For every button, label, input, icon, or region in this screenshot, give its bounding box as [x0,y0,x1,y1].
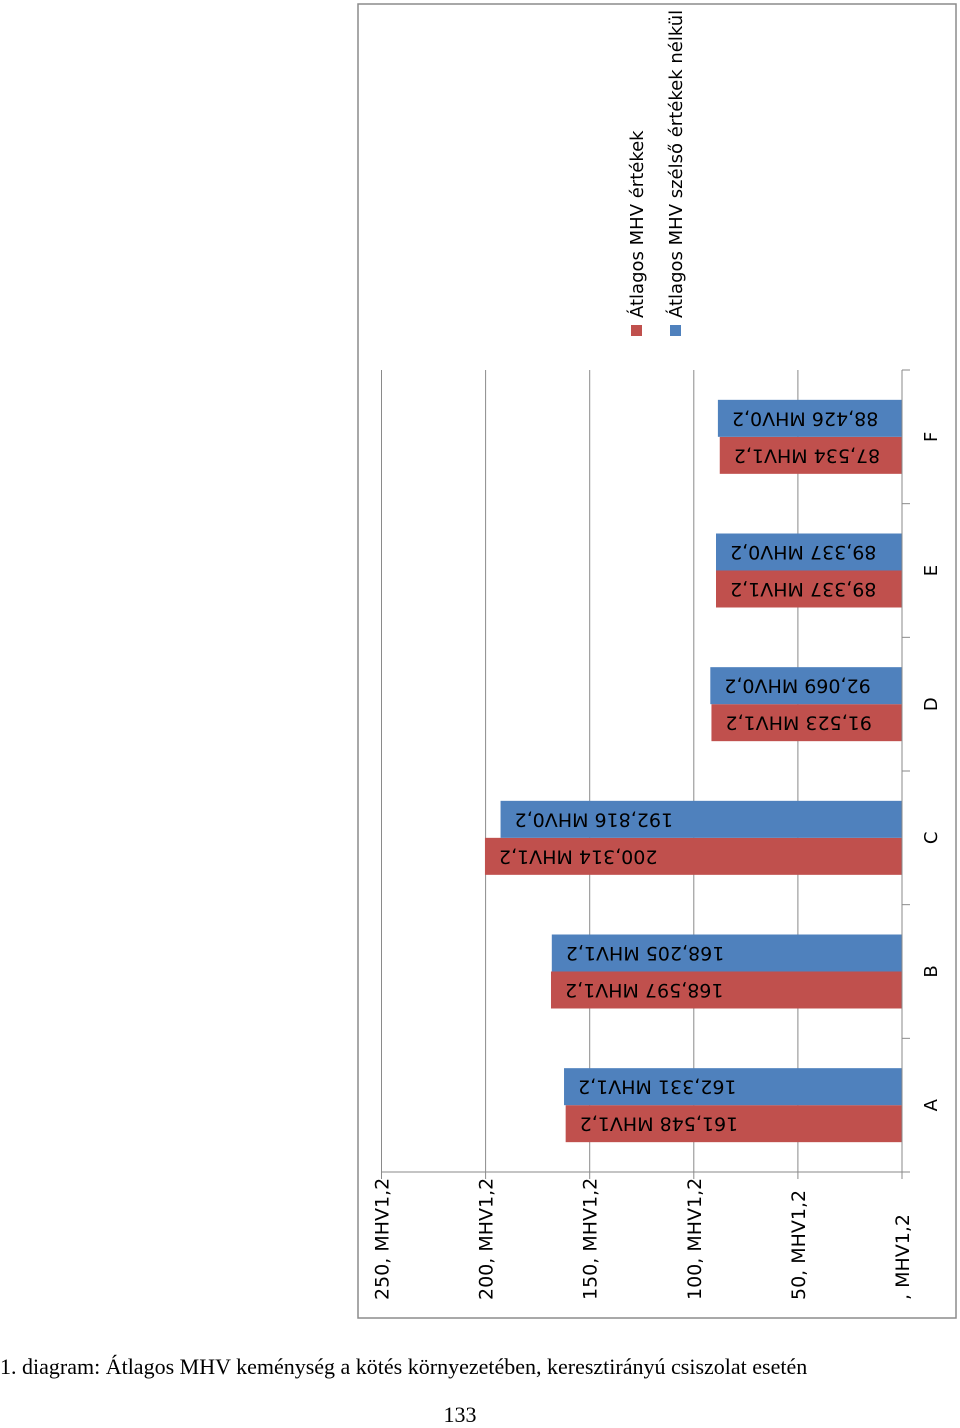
page-number: 133 [443,1402,477,1427]
bars [484,399,902,1143]
data-label: 88,426 MHV0,2 [732,407,878,429]
bar-c-series-2 [500,800,902,838]
axes: , MHV1,2 50, MHV1,2 100, MHV1,2 150, MHV1,2… [372,369,942,1300]
gridlines [381,370,799,1172]
data-label: 89,337 MHV1,2 [730,578,876,600]
bar-c-series-1 [484,837,902,875]
category-label: A [921,1098,942,1111]
category-label: B [921,965,942,977]
value-tick-label: 100, MHV1,2 [684,1178,706,1300]
bar-b-series-2 [551,934,902,972]
data-label: 200,314 MHV1,2 [499,845,658,867]
data-label: 91,523 MHV1,2 [725,712,871,734]
bar-d-series-2 [710,667,902,705]
data-label: 161,548 MHV1,2 [580,1113,739,1135]
value-tick-label: 50, MHV1,2 [788,1190,810,1300]
data-label: 87,534 MHV1,2 [734,444,880,466]
category-label: E [921,565,942,576]
bar-e-series-2 [716,533,902,571]
category-label: F [921,432,942,442]
legend-label: Átlagos MHV szélső értékek nélkül [665,10,687,318]
data-label: 92,069 MHV0,2 [724,675,870,697]
data-label: 162,331 MHV1,2 [578,1076,737,1098]
bar-b-series-1 [550,971,902,1009]
legend: Átlagos MHV értékek Átlagos MHV szélső ér… [626,10,687,336]
bar-d-series-1 [711,704,902,742]
bar-a-series-2 [564,1068,902,1106]
data-label: 89,337 MHV0,2 [730,541,876,563]
legend-swatch [631,325,642,336]
value-tick-label: 150, MHV1,2 [580,1178,602,1300]
data-label: 168,597 MHV1,2 [565,979,724,1001]
legend-swatch [670,325,681,336]
category-label: C [921,832,942,845]
category-label: D [921,697,942,711]
data-labels: 161,548 MHV1,2 162,331 MHV1,2 168,597 MHV1… [499,407,880,1134]
value-tick-label: 200, MHV1,2 [476,1178,498,1300]
value-tick-label: 250, MHV1,2 [372,1178,394,1300]
legend-label: Átlagos MHV értékek [626,130,648,318]
value-tick-label: , MHV1,2 [892,1214,914,1300]
figure-caption: 1. diagram: Átlagos MHV keménység a köté… [0,1354,808,1379]
bar-e-series-1 [716,570,902,608]
bar-f-series-2 [717,399,902,437]
data-label: 192,816 MHV0,2 [515,808,674,830]
data-label: 168,205 MHV1,2 [566,942,725,964]
bar-chart: 161,548 MHV1,2 162,331 MHV1,2 168,597 MHV1… [357,3,957,1319]
bar-a-series-1 [565,1105,902,1143]
bar-f-series-1 [719,436,902,474]
